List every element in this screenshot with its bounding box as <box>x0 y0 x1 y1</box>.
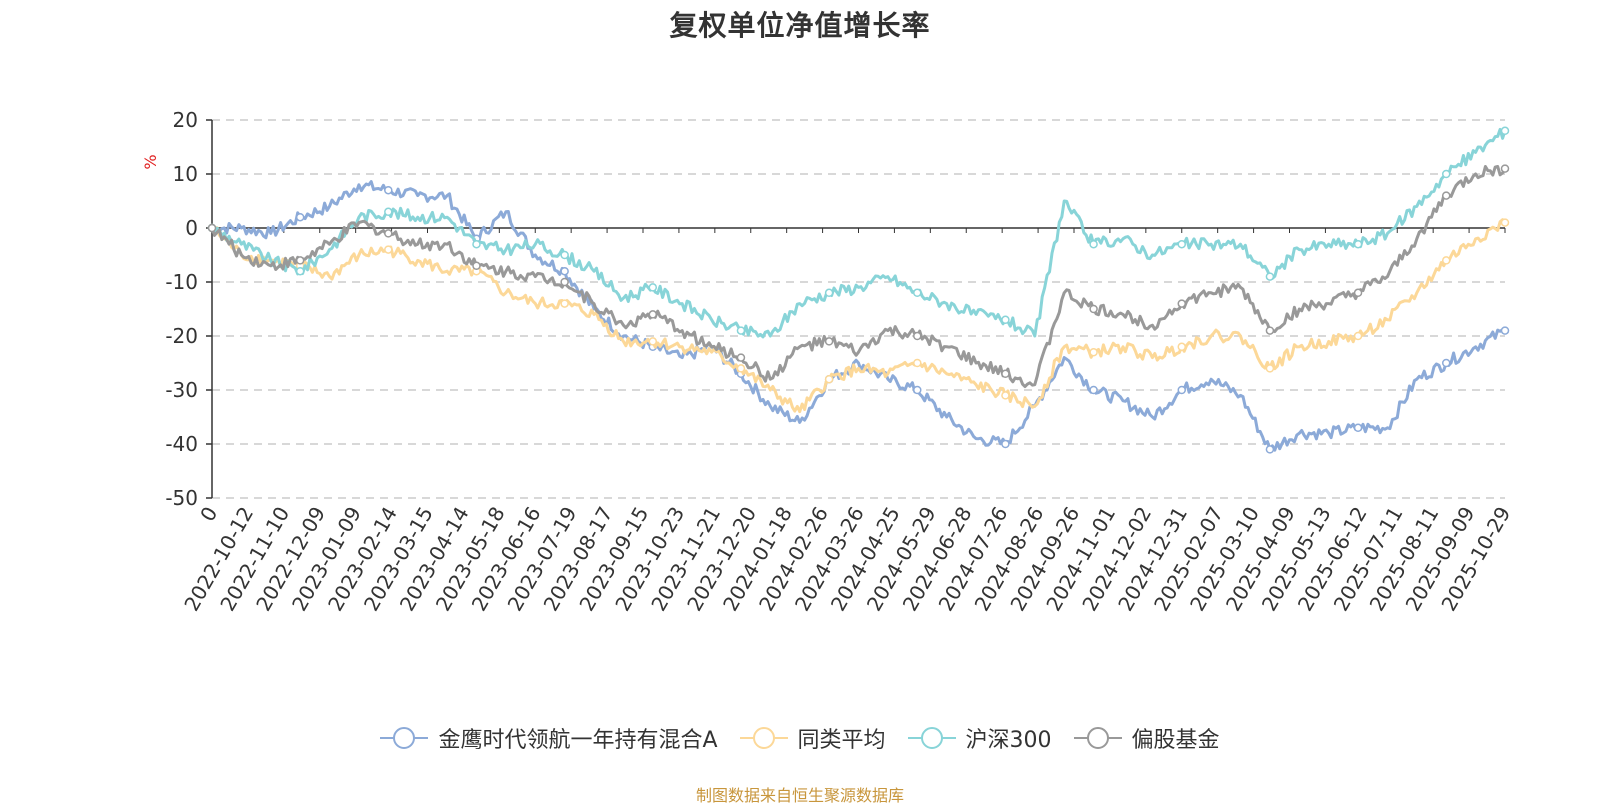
y-tick-label: 0 <box>185 216 198 240</box>
line-chart: 20100-10-20-30-40-5002022-10-122022-11-1… <box>141 108 1515 615</box>
data-point <box>1500 326 1510 335</box>
legend-item[interactable]: 偏股基金 <box>1073 722 1220 754</box>
legend-marker-icon <box>1073 727 1122 749</box>
y-axis-label: % <box>141 154 160 169</box>
data-point <box>1177 385 1186 395</box>
series-line <box>210 127 1507 339</box>
legend-marker-icon <box>907 727 956 749</box>
y-tick-label: -30 <box>165 378 198 402</box>
data-point <box>384 185 393 195</box>
y-tick-label: -40 <box>165 432 198 456</box>
y-tick-label: -20 <box>165 324 198 348</box>
legend-label: 金鹰时代领航一年持有混合A <box>438 728 718 753</box>
data-point <box>913 288 922 298</box>
series-line <box>211 180 1506 452</box>
data-point <box>1500 126 1510 136</box>
data-point <box>824 337 834 346</box>
y-tick-label: 20 <box>173 108 198 132</box>
y-tick-label: 10 <box>173 162 198 186</box>
data-point <box>913 331 922 341</box>
data-point <box>1001 391 1010 400</box>
legend-marker-icon <box>739 727 788 749</box>
data-point <box>560 250 569 260</box>
data-point <box>1177 239 1186 249</box>
data-point <box>560 277 569 287</box>
data-point <box>648 310 658 319</box>
data-point <box>1441 169 1451 179</box>
data-point <box>648 283 658 292</box>
grid-layer <box>212 119 1505 499</box>
data-point <box>472 239 481 249</box>
data-point <box>1500 218 1510 227</box>
source-note: 制图数据来自恒生聚源数据库 <box>695 786 904 805</box>
data-point <box>1001 439 1010 449</box>
data-point <box>1353 239 1363 249</box>
data-point <box>648 337 658 346</box>
series-line <box>210 165 1507 389</box>
legend-label: 偏股基金 <box>1131 728 1220 753</box>
data-point <box>824 374 834 384</box>
legend-item[interactable]: 同类平均 <box>739 722 886 754</box>
data-point <box>560 299 569 308</box>
legend-item[interactable]: 沪深300 <box>907 722 1052 754</box>
series-layer <box>207 126 1510 454</box>
data-point <box>1089 385 1098 395</box>
legend-marker-icon <box>380 727 429 749</box>
data-point <box>472 261 481 271</box>
axis-layer: 20100-10-20-30-40-5002022-10-122022-11-1… <box>165 108 1515 615</box>
data-point <box>736 326 746 335</box>
data-point <box>295 256 305 265</box>
data-point <box>1441 256 1451 265</box>
legend-item[interactable]: 金鹰时代领航一年持有混合A <box>380 722 718 754</box>
series-line <box>210 218 1507 414</box>
data-point <box>736 364 746 373</box>
data-point <box>560 266 569 276</box>
data-point <box>1001 369 1010 379</box>
data-point <box>1089 347 1098 357</box>
data-point <box>1089 239 1098 249</box>
data-point <box>384 207 393 217</box>
data-point <box>1353 288 1363 298</box>
legend-label: 同类平均 <box>797 728 886 753</box>
data-point <box>295 212 305 222</box>
data-point <box>1353 331 1363 341</box>
data-point <box>913 358 922 368</box>
y-tick-label: -50 <box>165 486 198 510</box>
data-point <box>295 266 305 276</box>
data-point <box>1265 326 1275 335</box>
y-tick-label: -10 <box>165 270 198 294</box>
chart-title: 复权单位净值增长率 <box>669 9 931 42</box>
legend-label: 沪深300 <box>965 728 1052 753</box>
data-point <box>1441 358 1451 368</box>
data-point <box>384 245 393 254</box>
data-point <box>1353 423 1363 433</box>
data-point <box>1265 364 1275 373</box>
data-point <box>1441 191 1451 200</box>
data-point <box>1089 304 1098 314</box>
data-point <box>1265 272 1275 281</box>
data-point <box>207 223 217 233</box>
data-point <box>1265 445 1275 454</box>
data-point <box>1500 164 1510 173</box>
data-point <box>913 385 922 395</box>
data-point <box>824 288 834 298</box>
x-tick-label: 0 <box>195 503 222 526</box>
legend: 金鹰时代领航一年持有混合A 同类平均 沪深300 偏股基金 <box>0 722 1600 754</box>
data-point <box>736 353 746 362</box>
data-point <box>384 229 393 238</box>
data-point <box>1177 342 1186 352</box>
data-point <box>1001 315 1010 325</box>
data-point <box>1177 299 1186 308</box>
